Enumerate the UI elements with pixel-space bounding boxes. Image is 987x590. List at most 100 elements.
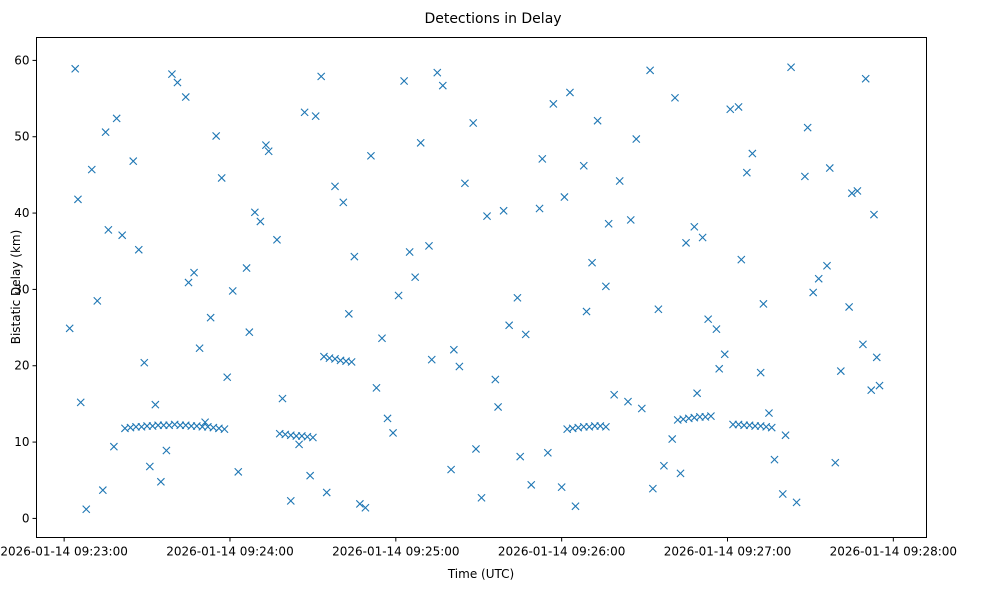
data-point [742, 168, 751, 177]
y-axis-label: Bistatic Delay (km) [9, 230, 23, 345]
chart-title: Detections in Delay [424, 11, 561, 27]
data-point [331, 354, 339, 363]
data-point [588, 258, 597, 267]
data-point [659, 461, 668, 470]
data-point [601, 282, 610, 291]
x-tick-label: 2026-01-14 09:23:00 [0, 545, 127, 559]
data-point [355, 499, 364, 508]
data-point [134, 245, 143, 254]
data-point [405, 248, 414, 256]
data-point [344, 309, 353, 318]
data-point [759, 299, 768, 308]
data-point [483, 212, 492, 221]
data-point [764, 409, 773, 418]
data-point [223, 373, 232, 382]
data-point [339, 198, 348, 207]
data-point [460, 179, 469, 188]
data-point [516, 452, 525, 461]
data-point [521, 330, 530, 339]
data-point [715, 364, 724, 373]
data-point [372, 383, 381, 392]
data-point [308, 433, 317, 442]
data-point [300, 108, 309, 117]
data-point [720, 350, 729, 359]
data-point [424, 241, 433, 250]
data-point [383, 414, 392, 423]
data-point [411, 273, 420, 282]
data-point [250, 208, 259, 217]
data-point [654, 305, 663, 314]
data-point [427, 355, 436, 364]
data-point [872, 353, 881, 362]
x-axis: 2026-01-14 09:23:00 2026-01-14 09:24:00 20… [0, 537, 957, 559]
data-point [800, 172, 809, 181]
data-point [201, 418, 210, 427]
data-point [261, 141, 270, 150]
x-tick-label: 2026-01-14 09:27:00 [664, 545, 791, 559]
data-point [571, 502, 580, 511]
data-point [778, 489, 787, 498]
data-point [449, 345, 458, 354]
data-point [814, 274, 823, 283]
data-point [847, 189, 856, 198]
data-point [162, 446, 171, 455]
data-point [455, 362, 464, 371]
data-point [477, 493, 486, 502]
x-tick-label: 2026-01-14 09:24:00 [166, 545, 293, 559]
data-point [648, 484, 657, 493]
data-point [471, 444, 480, 453]
data-point [693, 389, 702, 398]
data-point [234, 467, 243, 476]
data-point [624, 397, 632, 406]
data-point [98, 486, 107, 495]
data-point [212, 131, 221, 140]
data-point [322, 488, 331, 497]
data-point [245, 328, 254, 337]
data-point [93, 296, 102, 305]
data-point [535, 204, 544, 213]
data-point [272, 235, 281, 244]
data-point [557, 483, 566, 492]
data-point [145, 462, 154, 471]
data-point [538, 154, 547, 163]
data-point [173, 78, 182, 87]
data-point [734, 102, 743, 111]
data-point [491, 375, 500, 384]
data-point [582, 307, 591, 316]
data-point [184, 278, 193, 287]
data-point [781, 431, 790, 440]
data-point [823, 261, 831, 270]
data-point [668, 435, 677, 444]
data-point [513, 293, 522, 302]
data-point [809, 288, 818, 297]
data-point [792, 498, 801, 507]
data-point [217, 173, 226, 182]
data-point [167, 70, 176, 79]
data-point [825, 164, 834, 173]
data-point [853, 186, 862, 195]
data-point [690, 222, 699, 231]
data-point [317, 72, 326, 81]
y-tick-label: 60 [14, 53, 29, 67]
data-point [836, 367, 845, 376]
y-tick-label: 10 [14, 435, 29, 449]
data-point [76, 398, 85, 407]
data-point [264, 147, 273, 156]
data-point [286, 496, 295, 505]
data-point [438, 81, 447, 90]
data-point [433, 68, 442, 77]
data-markers [65, 63, 884, 514]
data-point [101, 128, 110, 137]
data-point [499, 206, 508, 215]
data-point [505, 321, 514, 330]
data-point [195, 344, 204, 353]
data-point [861, 74, 870, 83]
data-point [770, 455, 779, 464]
y-tick-label: 40 [14, 206, 29, 220]
data-point [803, 123, 812, 132]
data-point [347, 357, 356, 366]
data-point [593, 116, 602, 125]
data-point [748, 149, 757, 158]
plot-area [36, 37, 927, 538]
